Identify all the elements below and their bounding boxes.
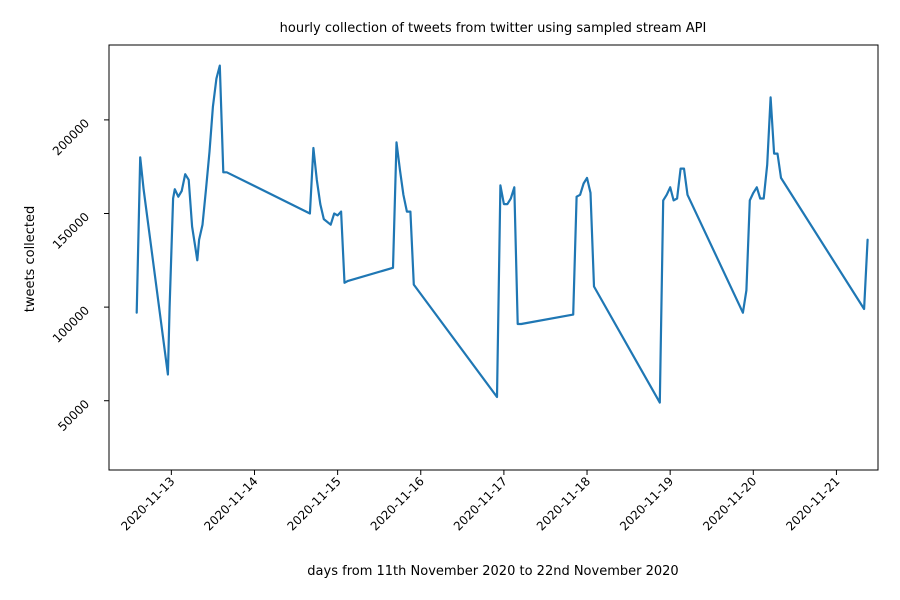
x-axis-label: days from 11th November 2020 to 22nd Nov… [307,564,678,579]
plot-frame [108,44,879,471]
y-axis-label: tweets collected [23,206,38,313]
series-line-1 [135,64,869,404]
series-group [135,64,869,404]
chart-title: hourly collection of tweets from twitter… [280,21,707,36]
